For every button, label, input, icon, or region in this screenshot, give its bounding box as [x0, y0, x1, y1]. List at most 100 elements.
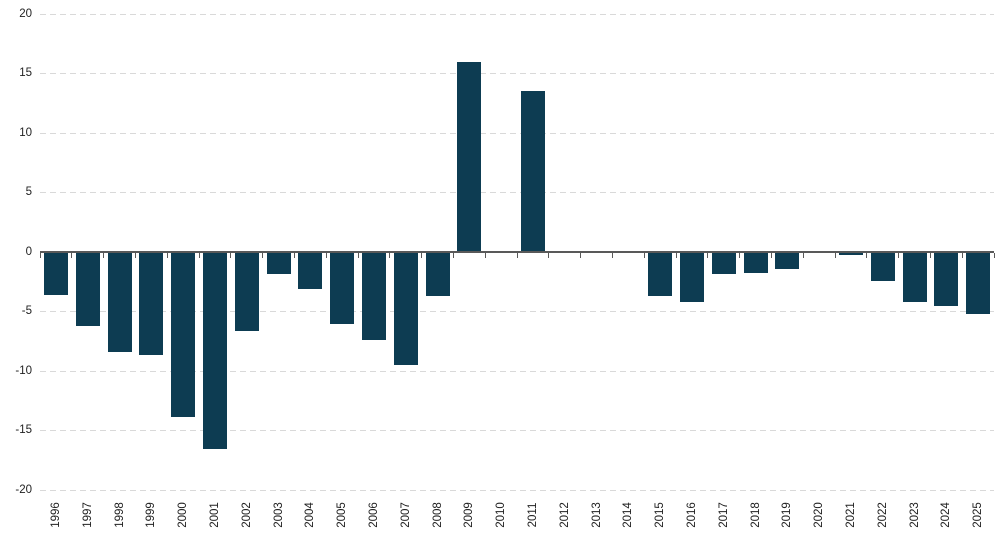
axis-tick: [39, 253, 41, 259]
x-axis-label-2025: 2025: [972, 502, 985, 528]
bar-2002: [234, 252, 259, 331]
gridline-y-20: [40, 490, 994, 491]
axis-tick: [548, 253, 550, 259]
x-axis-label-2022: 2022: [876, 502, 889, 528]
x-axis-label-2004: 2004: [304, 502, 317, 528]
bar-2007: [393, 252, 418, 366]
x-axis-label-2020: 2020: [813, 502, 826, 528]
gridline-y5: [40, 192, 994, 194]
axis-tick: [707, 253, 709, 259]
bar-2009: [457, 61, 482, 253]
axis-tick: [739, 253, 741, 259]
bar-1997: [75, 252, 100, 327]
gridline-y-15: [40, 430, 994, 432]
y-axis-label-10: 10: [19, 126, 32, 139]
x-axis-label-2006: 2006: [367, 502, 380, 528]
x-axis-label-2010: 2010: [495, 502, 508, 528]
axis-tick: [834, 253, 836, 259]
axis-tick: [293, 253, 295, 259]
axis-tick: [929, 253, 931, 259]
y-axis-label-0: 0: [25, 245, 32, 258]
axis-tick: [357, 253, 359, 259]
y-axis-label-15: 15: [19, 67, 32, 80]
gridline-y-10: [40, 370, 994, 372]
bar-1998: [107, 252, 132, 353]
gridline-y15: [40, 73, 994, 75]
bar-2016: [679, 252, 704, 303]
bar-2008: [425, 252, 450, 297]
axis-tick: [421, 253, 423, 259]
bar-2021: [838, 252, 863, 255]
axis-tick: [230, 253, 232, 259]
bar-2001: [202, 252, 227, 449]
bar-2017: [711, 252, 736, 274]
x-axis-label-2007: 2007: [399, 502, 412, 528]
x-axis-label-2000: 2000: [177, 502, 190, 528]
x-axis-label-2013: 2013: [590, 502, 603, 528]
bar-2000: [171, 252, 196, 417]
x-axis-label-2015: 2015: [654, 502, 667, 528]
x-axis-label-2019: 2019: [781, 502, 794, 528]
x-axis-label-2009: 2009: [463, 502, 476, 528]
bar-2025: [966, 252, 991, 315]
axis-tick: [134, 253, 136, 259]
x-axis-label-2021: 2021: [844, 502, 857, 528]
axis-tick: [961, 253, 963, 259]
gridline-y-5: [40, 311, 994, 313]
bar-2018: [743, 252, 768, 273]
axis-tick: [770, 253, 772, 259]
x-axis-label-1996: 1996: [49, 502, 62, 528]
axis-tick: [452, 253, 454, 259]
x-axis-label-2002: 2002: [240, 502, 253, 528]
axis-tick: [262, 253, 264, 259]
bar-2024: [934, 252, 959, 306]
bar-2004: [298, 252, 323, 290]
zero-axis-line: [40, 251, 994, 254]
axis-tick: [898, 253, 900, 259]
axis-tick: [71, 253, 73, 259]
axis-tick: [325, 253, 327, 259]
axis-tick: [166, 253, 168, 259]
axis-tick: [866, 253, 868, 259]
x-axis-label-2011: 2011: [526, 502, 539, 528]
axis-tick: [611, 253, 613, 259]
y-axis-label--5: -5: [21, 305, 32, 318]
x-axis-label-2018: 2018: [749, 502, 762, 528]
x-axis-label-2023: 2023: [908, 502, 921, 528]
bar-2011: [520, 91, 545, 253]
axis-tick: [484, 253, 486, 259]
axis-tick: [993, 253, 995, 259]
bar-2019: [775, 252, 800, 269]
x-axis-label-2024: 2024: [940, 502, 953, 528]
x-axis-label-2017: 2017: [717, 502, 730, 528]
bar-2023: [902, 252, 927, 303]
bar-2005: [330, 252, 355, 324]
x-axis-label-2016: 2016: [685, 502, 698, 528]
axis-tick: [643, 253, 645, 259]
x-axis-label-2003: 2003: [272, 502, 285, 528]
axis-tick: [675, 253, 677, 259]
x-axis-label-1999: 1999: [145, 502, 158, 528]
y-axis-label-20: 20: [19, 7, 32, 20]
bar-1999: [139, 252, 164, 355]
axis-tick: [802, 253, 804, 259]
bar-2015: [648, 252, 673, 297]
gridline-y10: [40, 132, 994, 134]
bar-1996: [43, 252, 68, 296]
axis-tick: [580, 253, 582, 259]
x-axis-label-1998: 1998: [113, 502, 126, 528]
x-axis-label-2005: 2005: [336, 502, 349, 528]
axis-tick: [389, 253, 391, 259]
axis-tick: [516, 253, 518, 259]
x-axis-label-2008: 2008: [431, 502, 444, 528]
y-axis-label--20: -20: [15, 484, 32, 496]
x-axis-label-2001: 2001: [208, 502, 221, 528]
axis-tick: [103, 253, 105, 259]
x-axis-label-2014: 2014: [622, 502, 635, 528]
y-axis-label--15: -15: [15, 424, 32, 437]
x-axis-label-1997: 1997: [81, 502, 94, 528]
bar-2022: [870, 252, 895, 281]
gridline-y20: [40, 13, 994, 15]
y-axis-label--10: -10: [15, 364, 32, 377]
